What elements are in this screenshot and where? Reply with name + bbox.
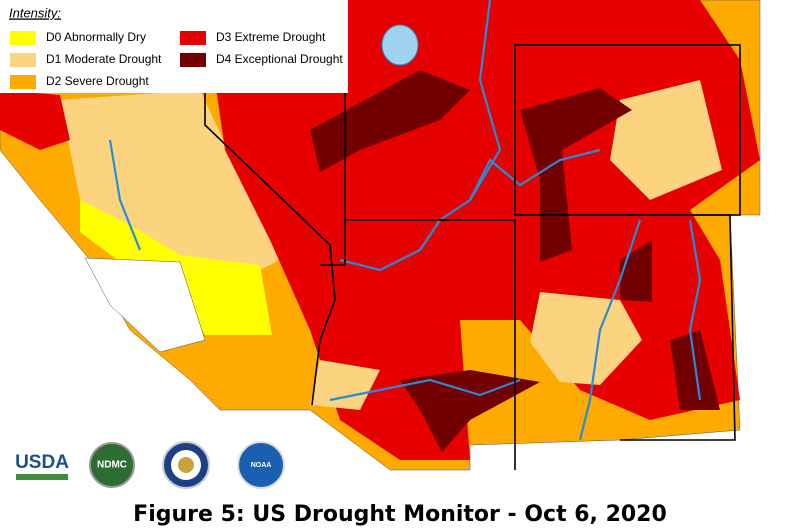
legend-swatch bbox=[180, 53, 206, 67]
legend-label: D3 Extreme Drought bbox=[216, 30, 326, 44]
legend-swatch bbox=[10, 53, 36, 67]
legend-swatch bbox=[10, 31, 36, 45]
legend-swatch bbox=[180, 31, 206, 45]
legend-label: D1 Moderate Drought bbox=[46, 52, 162, 66]
legend-title: Intensity: bbox=[9, 5, 61, 20]
legend-label: D4 Exceptional Drought bbox=[216, 52, 343, 66]
logo-ndmc: NDMC bbox=[97, 460, 127, 471]
legend-label: D0 Abnormally Dry bbox=[46, 30, 146, 44]
legend-swatch bbox=[10, 75, 36, 89]
caption: Figure 5: US Drought Monitor - Oct 6, 20… bbox=[133, 502, 667, 527]
logos: USDA NDMC NOAA bbox=[15, 441, 285, 489]
logo-usda: USDA bbox=[15, 452, 69, 473]
logo-noaa: NOAA bbox=[251, 462, 272, 469]
legend: Intensity: D0 Abnormally Dry D1 Moderate … bbox=[0, 0, 348, 93]
legend-label: D2 Severe Drought bbox=[46, 74, 149, 88]
